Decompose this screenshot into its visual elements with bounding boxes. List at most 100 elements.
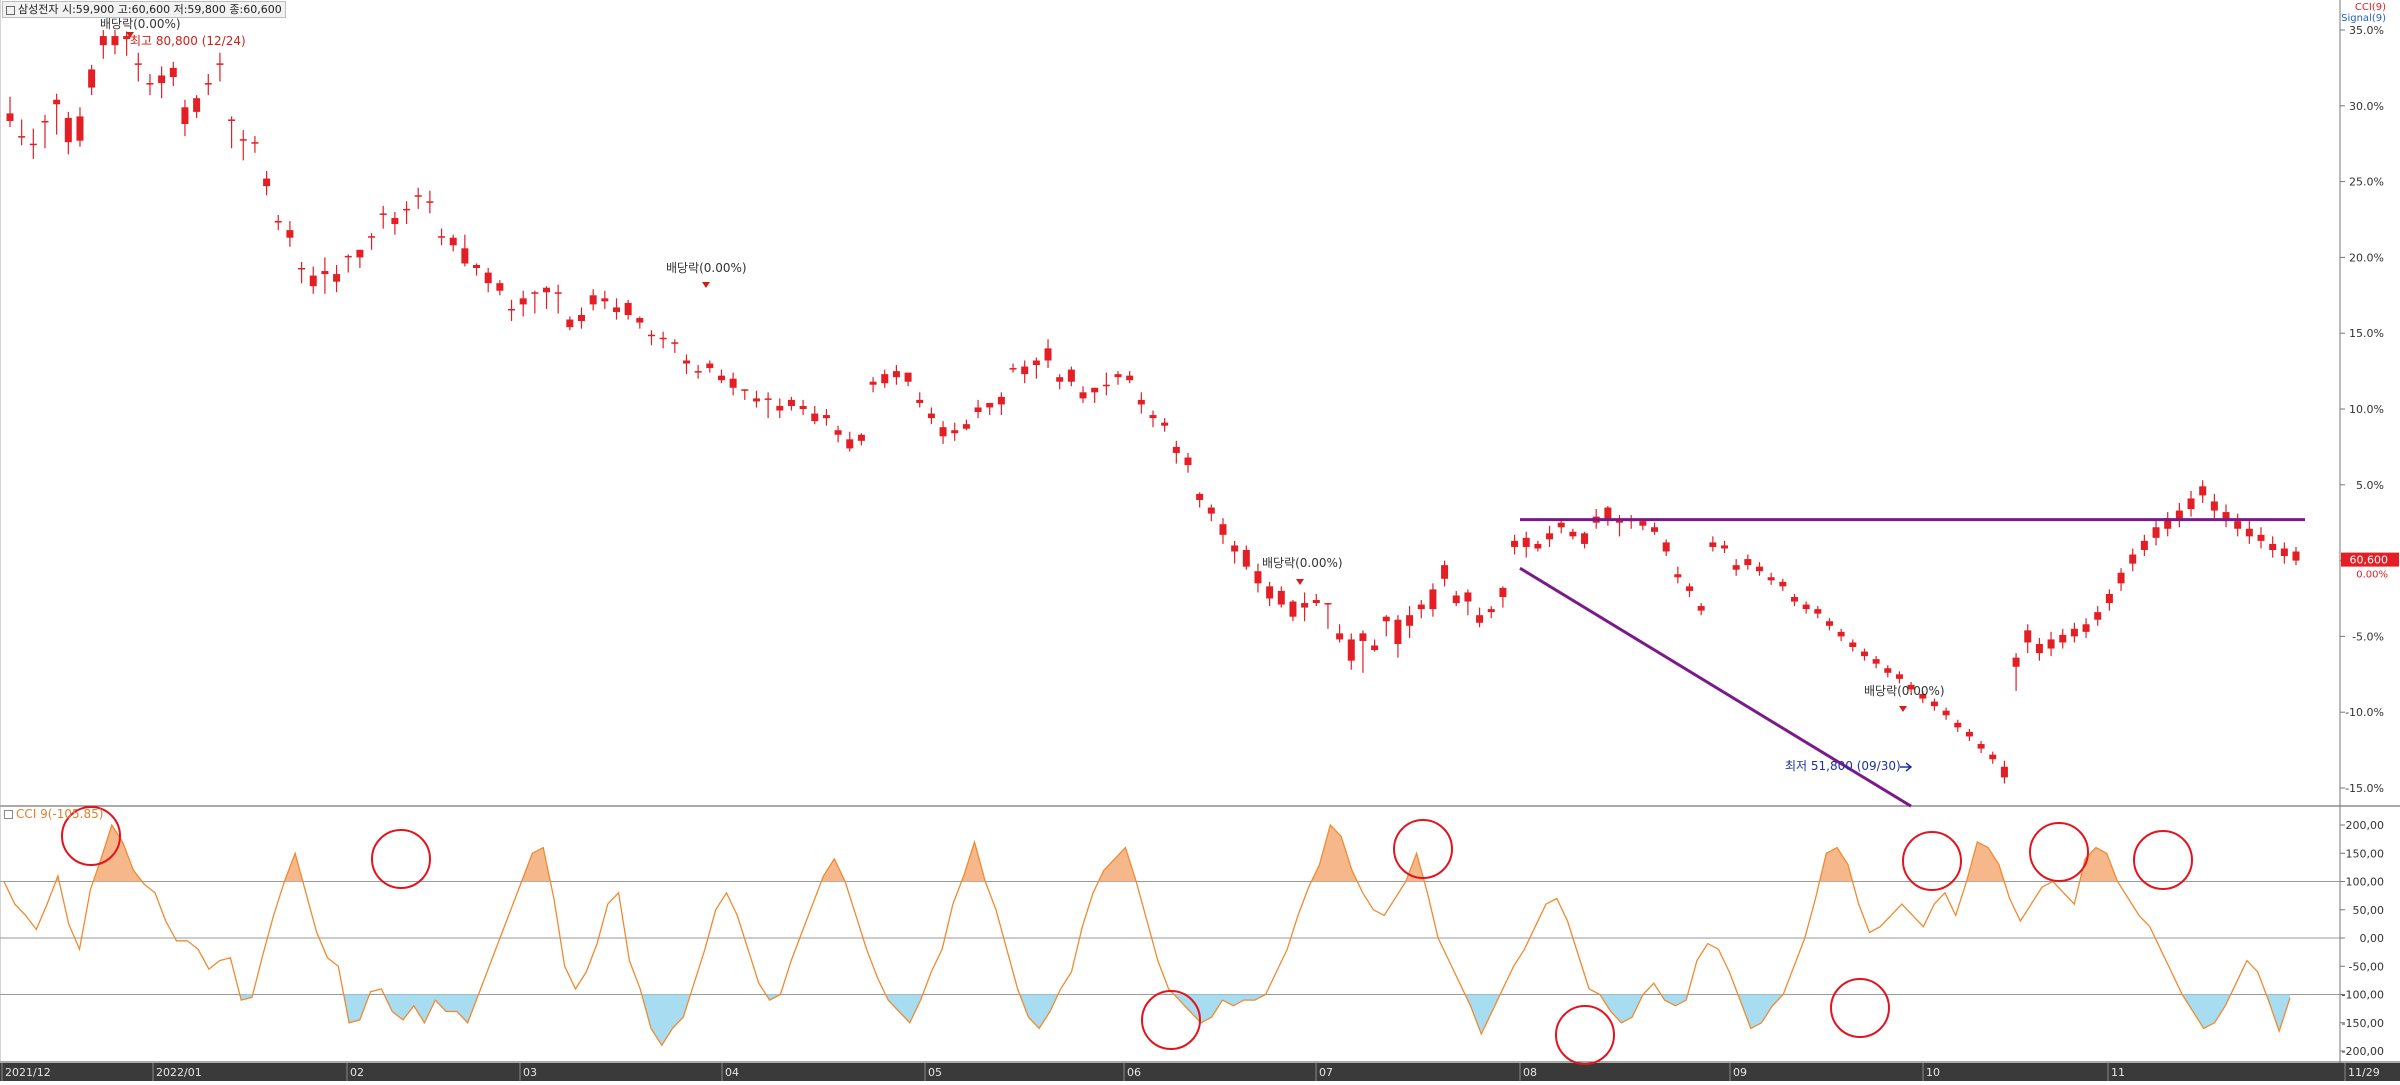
- overbought-fill: [1819, 847, 1853, 882]
- overbought-fill: [821, 858, 846, 882]
- candle-body: [2187, 498, 2195, 510]
- marker-arrow-icon: [702, 282, 710, 288]
- oversold-fill: [1173, 994, 1266, 1023]
- candle-body: [356, 249, 364, 258]
- trendline-layer: [1519, 518, 2305, 808]
- candle-body: [2070, 628, 2078, 637]
- candle-body: [869, 381, 877, 385]
- candle-body: [6, 113, 14, 121]
- price-info-bar: 삼성전자 시:59,900 고:60,600 저:59,800 종:60,600: [2, 1, 286, 18]
- candle-body: [1009, 368, 1017, 370]
- candle-body: [1359, 633, 1367, 641]
- candle-body: [64, 117, 72, 143]
- legend-line-2: Signal(9): [2341, 13, 2386, 24]
- candle-body: [2140, 540, 2148, 550]
- x-tick-label: 06: [1127, 1066, 1141, 1079]
- cci-y-tick-label: -50,00: [2349, 960, 2384, 973]
- candle-body: [1032, 360, 1040, 366]
- candle-body: [344, 255, 352, 258]
- candle-body: [612, 307, 620, 312]
- chart-annotation: 배당락(0.00%): [100, 17, 181, 31]
- overbought-fill: [2079, 847, 2118, 882]
- candle-body: [263, 178, 271, 187]
- chart-annotation: 배당락(0.00%): [666, 261, 747, 275]
- collapse-toggle-icon[interactable]: [6, 5, 15, 15]
- candle-body: [1277, 590, 1285, 605]
- candle-body: [1522, 537, 1530, 547]
- candle-body: [333, 274, 341, 282]
- highlight-circle: [1830, 978, 1890, 1038]
- candle-body: [1312, 600, 1320, 604]
- candle-body: [1907, 684, 1915, 690]
- cci-y-tick-label: -100,00: [2342, 989, 2384, 1002]
- candle-body: [403, 208, 411, 211]
- candle-body: [298, 268, 306, 270]
- candle-body: [1755, 566, 1763, 572]
- candle-body: [1942, 710, 1950, 716]
- highlight-circle: [1141, 990, 1201, 1050]
- candle-body: [776, 405, 784, 411]
- candle-body: [321, 271, 329, 275]
- candle-body: [1802, 604, 1810, 610]
- candle-body: [426, 201, 434, 203]
- candle-body: [158, 75, 166, 84]
- y-tick-label: -10.0%: [2345, 706, 2384, 719]
- candle-body: [1242, 549, 1250, 567]
- candle-body: [1546, 533, 1554, 540]
- candle-body: [752, 398, 760, 402]
- highlight-circle: [2029, 822, 2089, 882]
- low-arrow-icon: [1900, 762, 1913, 772]
- candle-body: [1452, 595, 1460, 604]
- x-tick-label: 08: [1523, 1066, 1537, 1079]
- axis-layer: 35.0%30.0%25.0%20.0%15.0%10.0%5.0%0.0%-5…: [1, 24, 2399, 1081]
- candle-body: [2199, 486, 2207, 496]
- candle-body: [169, 67, 177, 77]
- candle-body: [1965, 731, 1973, 737]
- candle-body: [1149, 415, 1157, 419]
- candle-body: [1231, 545, 1239, 552]
- candle-body: [939, 427, 947, 437]
- oversold-fill: [2266, 994, 2290, 1032]
- x-tick-label: 11/29: [2348, 1066, 2380, 1079]
- candle-body: [1977, 744, 1985, 749]
- cci-y-tick-label: 150,00: [2346, 847, 2385, 860]
- x-tick-label: 03: [523, 1066, 537, 1079]
- y-tick-label: 25.0%: [2349, 176, 2384, 189]
- candle-body: [2292, 551, 2300, 561]
- cci-y-tick-label: 100,00: [2346, 876, 2385, 889]
- candle-body: [379, 213, 387, 215]
- candle-body: [554, 292, 562, 294]
- highlight-circle: [1555, 1005, 1615, 1065]
- highlight-circle: [1902, 831, 1962, 891]
- candle-body: [927, 413, 935, 419]
- candle-body: [1196, 493, 1204, 500]
- cci-y-tick-label: -200,00: [2342, 1045, 2384, 1058]
- candle-body: [76, 116, 84, 141]
- candle-body: [1137, 399, 1145, 405]
- candle-body: [99, 36, 107, 46]
- candle-body: [88, 69, 96, 88]
- candle-body: [1919, 694, 1927, 699]
- candle-body: [589, 295, 597, 305]
- candle-body: [962, 424, 970, 429]
- cci-y-tick-label: -150,00: [2342, 1017, 2384, 1030]
- candle-body: [1254, 571, 1262, 584]
- candle-body: [2152, 527, 2160, 538]
- candle-body: [787, 399, 795, 406]
- candle-body: [181, 107, 189, 124]
- candle-body: [146, 83, 154, 85]
- candle-body: [1790, 596, 1798, 602]
- y-tick-label: 30.0%: [2349, 100, 2384, 113]
- current-price-label: 60,600: [2350, 554, 2389, 567]
- candle-body: [1487, 609, 1495, 613]
- candle-body: [1301, 603, 1309, 608]
- candle-body: [1429, 589, 1437, 610]
- collapse-toggle-icon[interactable]: [4, 810, 13, 819]
- candle-body: [508, 308, 516, 311]
- candle-body: [519, 298, 527, 305]
- candle-body: [473, 264, 481, 269]
- highlight-circle: [371, 829, 431, 889]
- candle-body: [368, 236, 376, 238]
- candle-body: [1744, 559, 1752, 566]
